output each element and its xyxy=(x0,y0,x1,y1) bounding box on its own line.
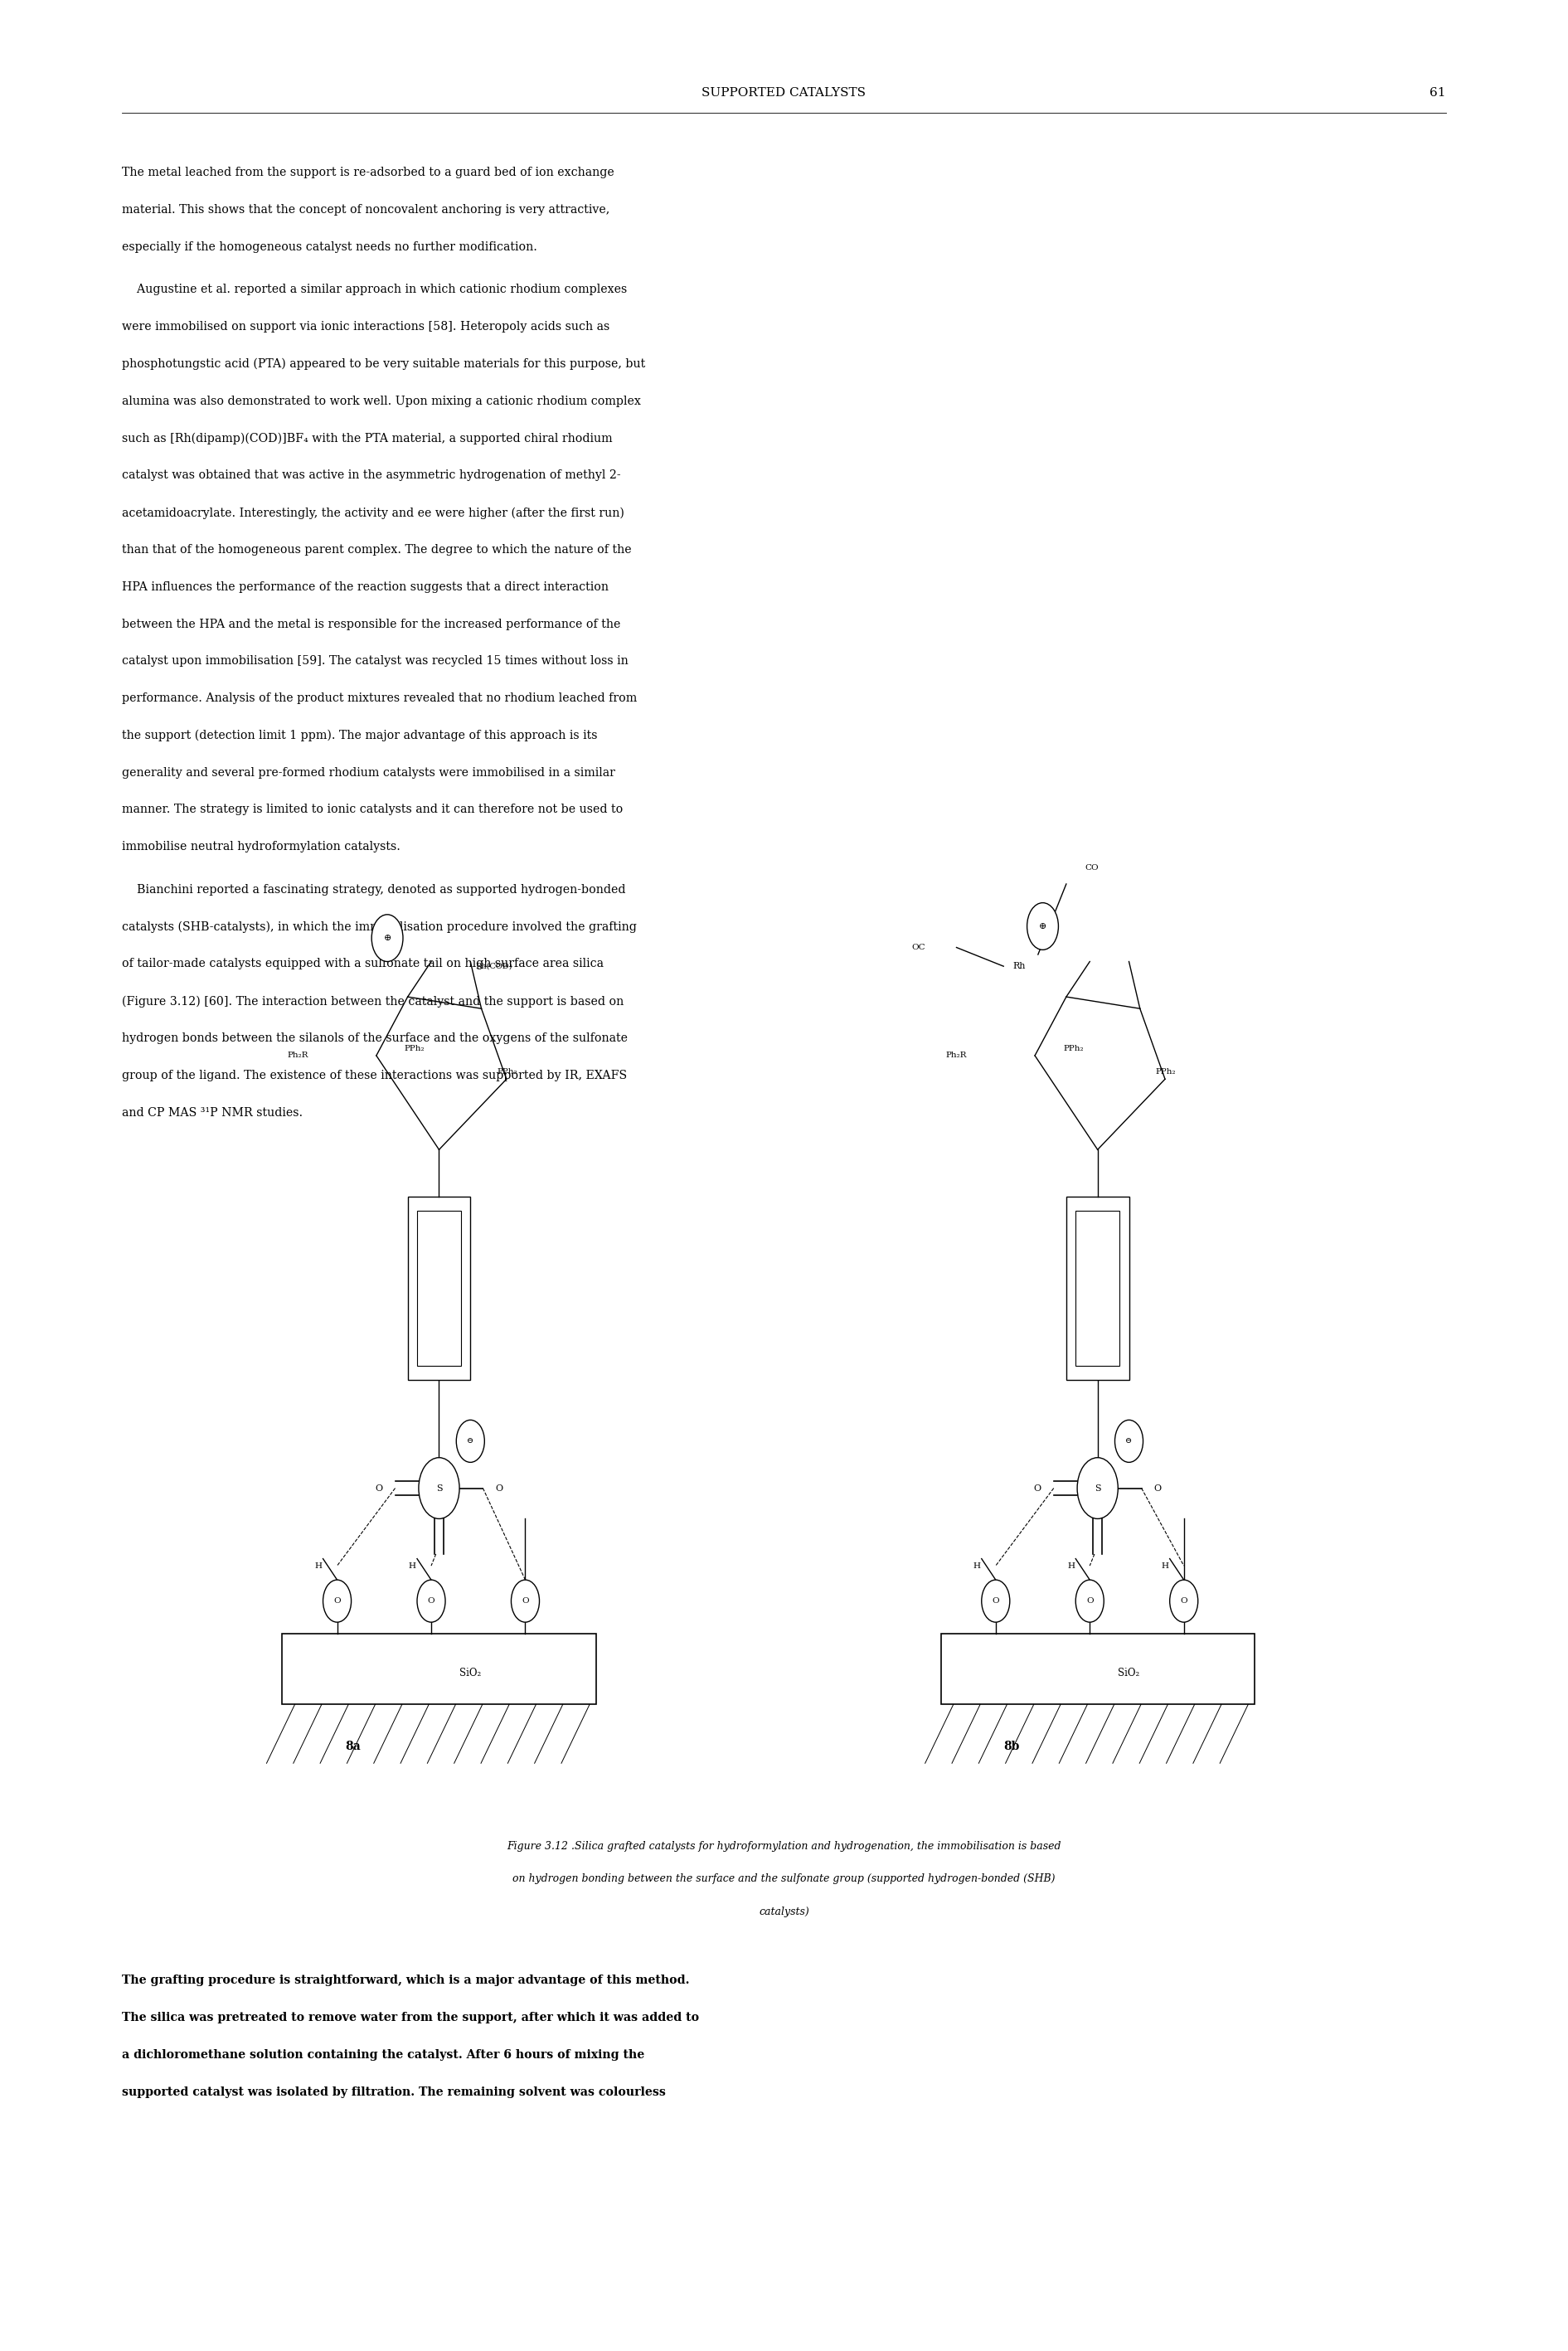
Text: H: H xyxy=(409,1561,416,1570)
Text: supported catalyst was isolated by filtration. The remaining solvent was colourl: supported catalyst was isolated by filtr… xyxy=(122,2085,666,2097)
Text: than that of the homogeneous parent complex. The degree to which the nature of t: than that of the homogeneous parent comp… xyxy=(122,543,632,555)
Text: and CP MAS ³¹P NMR studies.: and CP MAS ³¹P NMR studies. xyxy=(122,1107,303,1119)
Text: Bianchini reported a fascinating strategy, denoted as supported hydrogen-bonded: Bianchini reported a fascinating strateg… xyxy=(122,884,626,896)
Text: Ph₂R: Ph₂R xyxy=(287,1051,309,1060)
Text: PPh₂: PPh₂ xyxy=(1156,1067,1176,1077)
Text: Rh: Rh xyxy=(1013,962,1025,971)
Circle shape xyxy=(419,1458,459,1519)
Text: H: H xyxy=(315,1561,321,1570)
Text: SiO₂: SiO₂ xyxy=(1118,1667,1140,1679)
Circle shape xyxy=(372,915,403,962)
Text: Rh(COD): Rh(COD) xyxy=(475,962,513,971)
Text: H: H xyxy=(974,1561,980,1570)
Text: hydrogen bonds between the silanols of the surface and the oxygens of the sulfon: hydrogen bonds between the silanols of t… xyxy=(122,1032,629,1044)
Text: O: O xyxy=(1033,1483,1041,1493)
Text: (Figure 3.12) [60]. The interaction between the catalyst and the support is base: (Figure 3.12) [60]. The interaction betw… xyxy=(122,994,624,1006)
Text: ⊕: ⊕ xyxy=(384,933,390,943)
Text: O: O xyxy=(1154,1483,1162,1493)
Text: especially if the homogeneous catalyst needs no further modification.: especially if the homogeneous catalyst n… xyxy=(122,242,538,254)
Text: The metal leached from the support is re-adsorbed to a guard bed of ion exchange: The metal leached from the support is re… xyxy=(122,167,615,179)
Text: catalysts): catalysts) xyxy=(759,1907,809,1918)
Text: Ph₂R: Ph₂R xyxy=(946,1051,967,1060)
Text: SiO₂: SiO₂ xyxy=(459,1667,481,1679)
Text: The grafting procedure is straightforward, which is a major advantage of this me: The grafting procedure is straightforwar… xyxy=(122,1975,690,1987)
Circle shape xyxy=(511,1580,539,1622)
Text: S: S xyxy=(436,1483,442,1493)
Text: HPA influences the performance of the reaction suggests that a direct interactio: HPA influences the performance of the re… xyxy=(122,581,608,592)
Text: ⊖: ⊖ xyxy=(467,1436,474,1446)
Text: alumina was also demonstrated to work well. Upon mixing a cationic rhodium compl: alumina was also demonstrated to work we… xyxy=(122,395,641,407)
Text: acetamidoacrylate. Interestingly, the activity and ee were higher (after the fir: acetamidoacrylate. Interestingly, the ac… xyxy=(122,508,624,520)
Text: O: O xyxy=(1087,1596,1093,1606)
Text: O: O xyxy=(522,1596,528,1606)
Text: 61: 61 xyxy=(1430,87,1446,99)
Circle shape xyxy=(1076,1580,1104,1622)
Circle shape xyxy=(1115,1420,1143,1462)
Text: The silica was pretreated to remove water from the support, after which it was a: The silica was pretreated to remove wate… xyxy=(122,2012,699,2024)
Text: ⊖: ⊖ xyxy=(1126,1436,1132,1446)
Text: O: O xyxy=(495,1483,503,1493)
Text: of tailor-made catalysts equipped with a sulfonate tail on high surface area sil: of tailor-made catalysts equipped with a… xyxy=(122,959,604,969)
Text: Augustine et al. reported a similar approach in which cationic rhodium complexes: Augustine et al. reported a similar appr… xyxy=(122,284,627,296)
Text: H: H xyxy=(1068,1561,1074,1570)
Circle shape xyxy=(417,1580,445,1622)
Text: O: O xyxy=(993,1596,999,1606)
Text: O: O xyxy=(1181,1596,1187,1606)
Text: generality and several pre-formed rhodium catalysts were immobilised in a simila: generality and several pre-formed rhodiu… xyxy=(122,766,616,778)
Bar xyxy=(282,1634,596,1704)
Text: catalyst was obtained that was active in the asymmetric hydrogenation of methyl : catalyst was obtained that was active in… xyxy=(122,470,621,482)
Text: H: H xyxy=(1162,1561,1168,1570)
Text: a dichloromethane solution containing the catalyst. After 6 hours of mixing the: a dichloromethane solution containing th… xyxy=(122,2050,644,2062)
Circle shape xyxy=(323,1580,351,1622)
Text: immobilise neutral hydroformylation catalysts.: immobilise neutral hydroformylation cata… xyxy=(122,842,401,853)
Text: S: S xyxy=(1094,1483,1101,1493)
Circle shape xyxy=(456,1420,485,1462)
Text: 8a: 8a xyxy=(345,1742,361,1751)
Circle shape xyxy=(1170,1580,1198,1622)
Text: catalyst upon immobilisation [59]. The catalyst was recycled 15 times without lo: catalyst upon immobilisation [59]. The c… xyxy=(122,656,629,668)
Text: performance. Analysis of the product mixtures revealed that no rhodium leached f: performance. Analysis of the product mix… xyxy=(122,694,638,705)
Text: group of the ligand. The existence of these interactions was supported by IR, EX: group of the ligand. The existence of th… xyxy=(122,1070,627,1081)
Text: on hydrogen bonding between the surface and the sulfonate group (supported hydro: on hydrogen bonding between the surface … xyxy=(513,1874,1055,1886)
Text: material. This shows that the concept of noncovalent anchoring is very attractiv: material. This shows that the concept of… xyxy=(122,205,610,216)
Text: OC: OC xyxy=(911,943,925,952)
Text: 8b: 8b xyxy=(1004,1742,1019,1751)
Text: PPh₂: PPh₂ xyxy=(497,1067,517,1077)
Text: O: O xyxy=(375,1483,383,1493)
Bar xyxy=(1076,1211,1120,1366)
Bar xyxy=(1066,1197,1129,1380)
Text: were immobilised on support via ionic interactions [58]. Heteropoly acids such a: were immobilised on support via ionic in… xyxy=(122,322,610,334)
Text: SUPPORTED CATALYSTS: SUPPORTED CATALYSTS xyxy=(702,87,866,99)
Text: Figure 3.12 .Silica grafted catalysts for hydroformylation and hydrogenation, th: Figure 3.12 .Silica grafted catalysts fo… xyxy=(506,1841,1062,1853)
Text: PPh₂: PPh₂ xyxy=(1063,1044,1083,1053)
Circle shape xyxy=(1027,903,1058,950)
Text: the support (detection limit 1 ppm). The major advantage of this approach is its: the support (detection limit 1 ppm). The… xyxy=(122,729,597,741)
Text: catalysts (SHB-catalysts), in which the immobilisation procedure involved the gr: catalysts (SHB-catalysts), in which the … xyxy=(122,922,637,933)
Text: O: O xyxy=(334,1596,340,1606)
Text: CO: CO xyxy=(1085,863,1099,872)
Text: phosphotungstic acid (PTA) appeared to be very suitable materials for this purpo: phosphotungstic acid (PTA) appeared to b… xyxy=(122,357,646,369)
Bar xyxy=(417,1211,461,1366)
Text: manner. The strategy is limited to ionic catalysts and it can therefore not be u: manner. The strategy is limited to ionic… xyxy=(122,804,624,816)
Circle shape xyxy=(1077,1458,1118,1519)
Text: ⊕: ⊕ xyxy=(1040,922,1046,931)
Bar xyxy=(941,1634,1254,1704)
Bar xyxy=(408,1197,470,1380)
Text: O: O xyxy=(428,1596,434,1606)
Text: such as [Rh(dipamp)(COD)]BF₄ with the PTA material, a supported chiral rhodium: such as [Rh(dipamp)(COD)]BF₄ with the PT… xyxy=(122,433,613,444)
Text: PPh₂: PPh₂ xyxy=(405,1044,425,1053)
Circle shape xyxy=(982,1580,1010,1622)
Text: between the HPA and the metal is responsible for the increased performance of th: between the HPA and the metal is respons… xyxy=(122,618,621,630)
